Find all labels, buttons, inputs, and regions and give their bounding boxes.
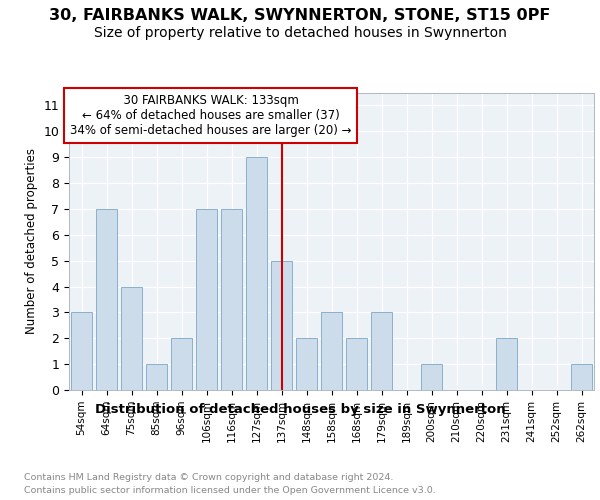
Bar: [371, 312, 392, 390]
Bar: [271, 260, 292, 390]
Text: Contains HM Land Registry data © Crown copyright and database right 2024.: Contains HM Land Registry data © Crown c…: [24, 472, 394, 482]
Bar: [496, 338, 517, 390]
Bar: [121, 286, 142, 390]
Bar: [421, 364, 442, 390]
Bar: [221, 209, 242, 390]
Bar: [71, 312, 92, 390]
Bar: [146, 364, 167, 390]
Text: 30, FAIRBANKS WALK, SWYNNERTON, STONE, ST15 0PF: 30, FAIRBANKS WALK, SWYNNERTON, STONE, S…: [49, 8, 551, 22]
Bar: [246, 157, 267, 390]
Text: Distribution of detached houses by size in Swynnerton: Distribution of detached houses by size …: [95, 402, 505, 415]
Text: Size of property relative to detached houses in Swynnerton: Size of property relative to detached ho…: [94, 26, 506, 40]
Bar: [346, 338, 367, 390]
Bar: [171, 338, 192, 390]
Text: 30 FAIRBANKS WALK: 133sqm  
← 64% of detached houses are smaller (37)
34% of sem: 30 FAIRBANKS WALK: 133sqm ← 64% of detac…: [70, 94, 352, 137]
Bar: [321, 312, 342, 390]
Y-axis label: Number of detached properties: Number of detached properties: [25, 148, 38, 334]
Bar: [571, 364, 592, 390]
Text: Contains public sector information licensed under the Open Government Licence v3: Contains public sector information licen…: [24, 486, 436, 495]
Bar: [296, 338, 317, 390]
Bar: [96, 209, 117, 390]
Bar: [196, 209, 217, 390]
